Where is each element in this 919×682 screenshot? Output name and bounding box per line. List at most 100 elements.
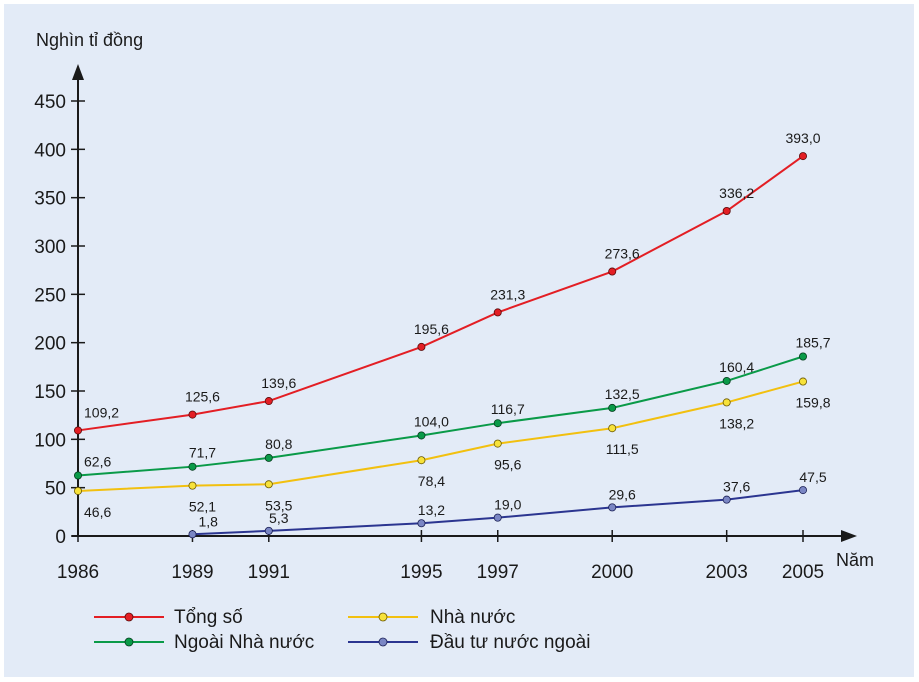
series-line bbox=[77, 380, 804, 492]
data-label: 46,6 bbox=[84, 504, 111, 520]
data-label: 393,0 bbox=[785, 130, 820, 146]
data-label: 62,6 bbox=[84, 453, 111, 469]
legend-marker-ngoai-nha-nuoc bbox=[124, 637, 134, 647]
data-point bbox=[799, 377, 808, 386]
data-point bbox=[608, 403, 617, 412]
y-tick-label: 50 bbox=[45, 479, 66, 500]
y-axis-title: Nghìn tỉ đồng bbox=[36, 30, 143, 50]
legend: Tổng số Ngoài Nhà nước Nhà nước Đầu tư n… bbox=[94, 607, 590, 653]
data-label: 104,0 bbox=[414, 413, 449, 429]
data-label: 52,1 bbox=[189, 499, 216, 515]
x-tick-label: 2005 bbox=[782, 562, 824, 583]
chart-background bbox=[4, 4, 914, 677]
y-tick-label: 0 bbox=[55, 527, 66, 548]
data-label: 109,2 bbox=[84, 404, 119, 420]
data-label: 159,8 bbox=[795, 395, 830, 411]
data-label: 116,7 bbox=[491, 401, 525, 417]
data-point bbox=[722, 207, 731, 216]
data-label: 125,6 bbox=[185, 389, 220, 405]
data-point bbox=[799, 352, 808, 361]
x-axis-arrow bbox=[841, 530, 857, 542]
data-label: 78,4 bbox=[418, 473, 445, 489]
legend-item-nha-nuoc: Nhà nước bbox=[348, 607, 515, 628]
x-tick-label: 1991 bbox=[248, 562, 290, 583]
data-label: 53,5 bbox=[265, 497, 292, 513]
y-ticks: 0 50 100 150 200 250 300 350 400 450 bbox=[34, 92, 85, 548]
data-label: 185,7 bbox=[795, 334, 830, 350]
x-ticks: 1986 1989 1991 1995 1997 2000 2003 2005 bbox=[57, 530, 824, 583]
data-point bbox=[264, 480, 273, 489]
y-axis-arrow bbox=[72, 64, 84, 80]
data-point bbox=[493, 513, 502, 522]
data-point bbox=[417, 431, 426, 440]
data-point bbox=[722, 398, 731, 407]
y-tick-label: 250 bbox=[34, 285, 66, 306]
y-tick-label: 150 bbox=[34, 382, 66, 403]
data-point bbox=[493, 419, 502, 428]
data-label: 95,6 bbox=[494, 457, 521, 473]
data-point bbox=[74, 486, 83, 495]
y-tick-label: 450 bbox=[34, 92, 66, 113]
data-label: 1,8 bbox=[198, 513, 218, 529]
data-point bbox=[417, 342, 426, 351]
data-label: 37,6 bbox=[723, 479, 750, 495]
data-label: 111,5 bbox=[606, 441, 639, 457]
legend-label-dau-tu-nuoc-ngoai: Đầu tư nước ngoài bbox=[430, 632, 590, 653]
data-point bbox=[799, 152, 808, 161]
data-point bbox=[417, 519, 426, 528]
data-point bbox=[188, 481, 197, 490]
data-point bbox=[493, 439, 502, 448]
data-label: 273,6 bbox=[605, 246, 640, 262]
data-point bbox=[74, 471, 83, 480]
series-3: 1,8 5,3 13,2 19,0 29,6 37,6 47,5 bbox=[188, 469, 827, 539]
data-point bbox=[417, 456, 426, 465]
series-line bbox=[77, 155, 804, 432]
series-line bbox=[77, 355, 804, 477]
data-point bbox=[722, 495, 731, 504]
axes: Nghìn tỉ đồng Năm bbox=[36, 30, 874, 570]
legend-marker-dau-tu-nuoc-ngoai bbox=[378, 637, 388, 647]
y-tick-label: 400 bbox=[34, 140, 66, 161]
legend-label-ngoai-nha-nuoc: Ngoài Nhà nước bbox=[174, 632, 314, 653]
x-tick-label: 1997 bbox=[477, 562, 519, 583]
legend-marker-nha-nuoc bbox=[378, 612, 388, 622]
data-label: 47,5 bbox=[799, 469, 826, 485]
data-label: 139,6 bbox=[261, 375, 296, 391]
x-tick-label: 1995 bbox=[400, 562, 442, 583]
data-point bbox=[722, 376, 731, 385]
data-point bbox=[264, 397, 273, 406]
data-point bbox=[608, 267, 617, 276]
legend-item-tong-so: Tổng số bbox=[94, 607, 243, 628]
data-label: 80,8 bbox=[265, 436, 292, 452]
data-point bbox=[608, 424, 617, 433]
data-point bbox=[74, 426, 83, 435]
series-2: 46,6 52,1 53,5 78,4 95,6 111,5 138,2 159,8 bbox=[74, 377, 831, 520]
y-tick-label: 200 bbox=[34, 334, 66, 355]
data-point bbox=[264, 526, 273, 535]
legend-marker-tong-so bbox=[124, 612, 134, 622]
legend-label-tong-so: Tổng số bbox=[174, 607, 243, 628]
y-tick-label: 350 bbox=[34, 189, 66, 210]
data-label: 29,6 bbox=[609, 486, 636, 502]
data-label: 336,2 bbox=[719, 185, 754, 201]
y-tick-label: 100 bbox=[34, 430, 66, 451]
data-point bbox=[188, 410, 197, 419]
data-label: 231,3 bbox=[490, 286, 525, 302]
y-tick-label: 300 bbox=[34, 237, 66, 258]
legend-label-nha-nuoc: Nhà nước bbox=[430, 607, 515, 628]
data-point bbox=[264, 453, 273, 462]
x-tick-label: 2000 bbox=[591, 562, 633, 583]
data-label: 19,0 bbox=[494, 497, 521, 513]
series-group: 109,2 125,6 139,6 195,6 231,3 273,6 336,2 393,0… bbox=[74, 130, 831, 539]
x-tick-label: 2003 bbox=[706, 562, 748, 583]
data-label: 71,7 bbox=[189, 445, 216, 461]
data-label: 13,2 bbox=[418, 502, 445, 518]
series-0: 109,2 125,6 139,6 195,6 231,3 273,6 336,2 393,0 bbox=[74, 130, 821, 435]
data-point bbox=[188, 530, 197, 539]
data-point bbox=[608, 503, 617, 512]
data-point bbox=[188, 462, 197, 471]
data-label: 195,6 bbox=[414, 321, 449, 337]
data-point bbox=[799, 486, 808, 495]
x-tick-label: 1989 bbox=[171, 562, 213, 583]
